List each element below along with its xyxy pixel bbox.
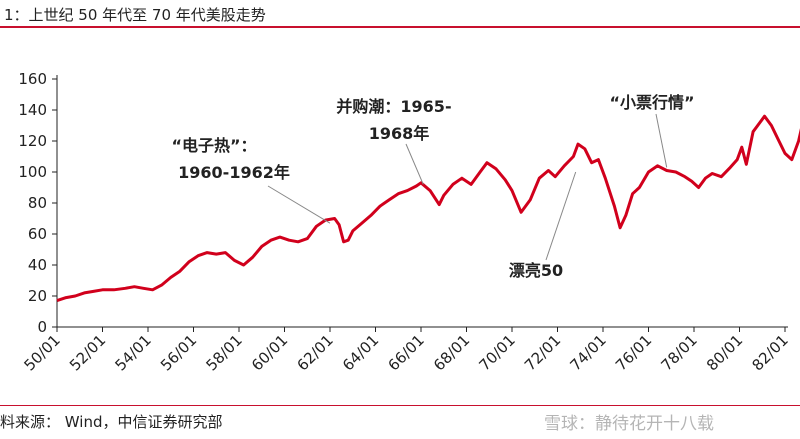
annotation-label: 漂亮50 bbox=[509, 261, 563, 280]
footer-divider bbox=[0, 405, 800, 406]
x-tick-label: 68/01 bbox=[430, 331, 473, 374]
series-line bbox=[56, 114, 800, 303]
x-tick-label: 82/01 bbox=[749, 331, 792, 374]
chart-title: 1：上世纪 50 年代至 70 年代美股走势 bbox=[4, 6, 266, 24]
x-tick-label: 76/01 bbox=[612, 331, 655, 374]
y-tick-label: 160 bbox=[18, 70, 47, 88]
x-axis: 50/01 52/01 54/01 56/01 58/01 60/01 62/01 64/01… bbox=[21, 326, 792, 374]
x-tick-label: 56/01 bbox=[157, 331, 200, 374]
y-tick-label: 0 bbox=[37, 318, 47, 336]
x-tick-label: 50/01 bbox=[21, 331, 64, 374]
x-tick-label: 52/01 bbox=[66, 331, 109, 374]
annotation-label: 1960-1962年 bbox=[178, 163, 290, 182]
annotation-label: 并购潮：1965- bbox=[336, 97, 451, 116]
y-axis: 0 20 40 60 80 100 120 140 160 bbox=[18, 70, 58, 336]
annotation-label: 1968年 bbox=[369, 124, 430, 143]
annotation-label: “小票行情” bbox=[609, 93, 694, 112]
x-tick-label: 74/01 bbox=[567, 331, 610, 374]
title-divider bbox=[0, 26, 800, 28]
annotation-leader bbox=[405, 143, 424, 185]
series-layer bbox=[56, 114, 800, 303]
watermark: 雪球：静待花开十八载 bbox=[544, 414, 714, 434]
y-tick-label: 140 bbox=[18, 101, 47, 119]
x-tick-label: 58/01 bbox=[203, 331, 246, 374]
annotation-leader bbox=[545, 171, 577, 261]
x-tick-label: 78/01 bbox=[658, 331, 701, 374]
annotation-leader bbox=[267, 185, 331, 224]
y-tick-label: 60 bbox=[28, 225, 47, 243]
y-tick-label: 40 bbox=[28, 256, 47, 274]
data-source: 料来源： Wind，中信证券研究部 bbox=[0, 413, 223, 431]
x-tick-label: 64/01 bbox=[339, 331, 382, 374]
x-tick-label: 72/01 bbox=[521, 331, 564, 374]
y-tick-label: 100 bbox=[18, 163, 47, 181]
x-tick-label: 66/01 bbox=[385, 331, 428, 374]
y-tick-label: 80 bbox=[28, 194, 47, 212]
annotation-leader bbox=[655, 113, 668, 168]
x-tick-label: 70/01 bbox=[476, 331, 519, 374]
stock-chart: 0 20 40 60 80 100 120 140 160 50/01 52/01 54/01 56/… bbox=[18, 70, 800, 374]
y-tick-label: 120 bbox=[18, 132, 47, 150]
x-tick-label: 60/01 bbox=[248, 331, 291, 374]
x-tick-label: 80/01 bbox=[703, 331, 746, 374]
y-tick-label: 20 bbox=[28, 287, 47, 305]
x-tick-label: 54/01 bbox=[112, 331, 155, 374]
annotation-label: “电子热”： bbox=[171, 136, 256, 155]
x-tick-label: 62/01 bbox=[294, 331, 337, 374]
